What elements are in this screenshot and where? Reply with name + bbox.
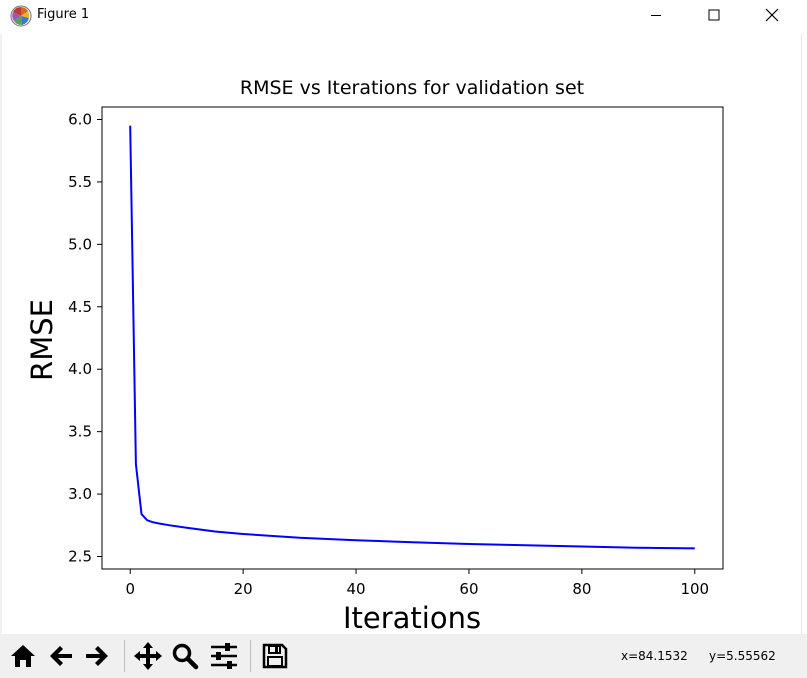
x-tick-label: 60	[459, 580, 478, 598]
y-tick-label: 3.0	[68, 485, 92, 503]
y-tick-label: 2.5	[68, 548, 92, 566]
rmse-series-line	[129, 125, 695, 550]
maximize-icon	[708, 9, 720, 21]
floppy-disk-icon	[262, 643, 288, 669]
x-tick-label: 20	[234, 580, 253, 598]
pan-button[interactable]	[131, 637, 165, 675]
zoom-button[interactable]	[168, 637, 202, 675]
save-button[interactable]	[258, 637, 292, 675]
y-tick-label: 6.0	[68, 110, 92, 128]
magnifier-icon	[172, 643, 199, 670]
toolbar-separator	[124, 640, 125, 672]
y-tick-label: 5.5	[68, 173, 92, 191]
y-tick-label: 4.0	[68, 360, 92, 378]
window-title: Figure 1	[37, 7, 90, 22]
navigation-toolbar: x=84.1532 y=5.55562	[0, 634, 807, 678]
rmse-line-chart[interactable]: 0 20 40 60 80 100 2.5 3.0 3.5 4.0 4.5 5.0 5.5 6.0 RMS…	[2, 34, 801, 635]
back-button[interactable]	[44, 637, 78, 675]
figure-canvas[interactable]: 0 20 40 60 80 100 2.5 3.0 3.5 4.0 4.5 5.0 5.5 6.0 RMS…	[2, 34, 801, 635]
sliders-icon	[211, 643, 237, 669]
arrow-right-icon	[86, 646, 108, 666]
home-button[interactable]	[6, 637, 40, 675]
y-tick-label: 5.0	[68, 235, 92, 253]
plot-area-frame	[101, 106, 724, 570]
x-tick-label: 0	[125, 580, 135, 598]
matplotlib-icon	[10, 5, 32, 27]
cursor-x-coordinate: x=84.1532	[621, 649, 688, 663]
cursor-y-coordinate: y=5.55562	[709, 649, 776, 663]
x-tick-label: 100	[680, 580, 709, 598]
chart-title: RMSE vs Iterations for validation set	[240, 77, 584, 99]
close-button[interactable]	[743, 0, 801, 30]
window-left-border	[0, 34, 2, 634]
close-icon	[765, 8, 779, 22]
x-axis-label: Iterations	[343, 601, 481, 634]
forward-button[interactable]	[80, 637, 114, 675]
axis-ticks: 0 20 40 60 80 100 2.5 3.0 3.5 4.0 4.5 5.0 5.5 6.0	[68, 110, 709, 598]
home-icon	[11, 645, 35, 667]
move-icon	[134, 642, 162, 670]
x-tick-label: 80	[572, 580, 591, 598]
minimize-button[interactable]	[627, 0, 685, 30]
y-tick-label: 4.5	[68, 298, 92, 316]
x-tick-label: 40	[346, 580, 365, 598]
title-bar[interactable]: Figure 1	[0, 0, 807, 32]
maximize-button[interactable]	[685, 0, 743, 30]
toolbar-separator	[250, 640, 251, 672]
minimize-icon	[651, 15, 661, 16]
arrow-left-icon	[50, 646, 72, 666]
y-axis-label: RMSE	[25, 299, 59, 381]
y-tick-label: 3.5	[68, 423, 92, 441]
window-right-border	[801, 34, 807, 634]
configure-subplots-button[interactable]	[207, 637, 241, 675]
